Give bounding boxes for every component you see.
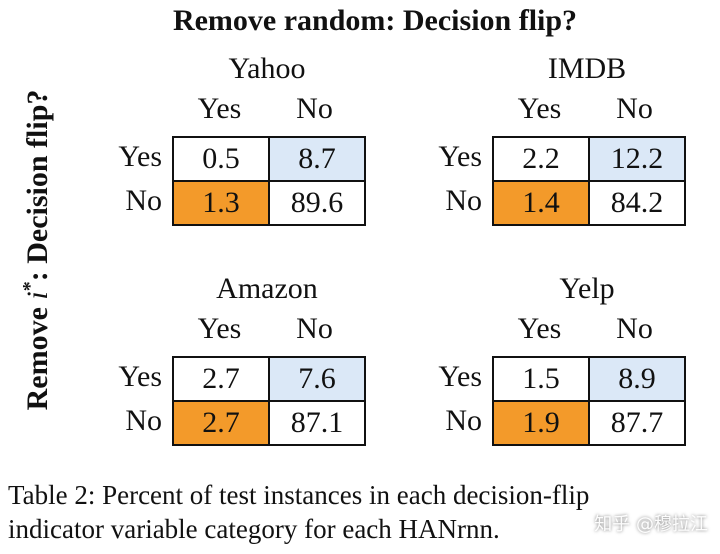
cell-no-yes: 1.3 (174, 182, 268, 224)
cell-yes-yes: 2.2 (494, 138, 588, 180)
cell-no-no: 89.6 (270, 182, 364, 224)
cell-yes-yes: 2.7 (174, 358, 268, 400)
cell-no-no: 87.7 (590, 402, 684, 444)
figure-title: Remove random: Decision flip? (172, 4, 578, 37)
cell-yes-no: 8.9 (590, 358, 684, 400)
cell-yes-no: 12.2 (590, 138, 684, 180)
row-header-no: No (445, 404, 482, 437)
row-header-yes: Yes (118, 140, 162, 173)
col-header-no: No (616, 312, 653, 345)
confusion-table: 1.5 8.9 1.9 87.7 (492, 356, 686, 446)
cell-yes-yes: 1.5 (494, 358, 588, 400)
col-header-yes: Yes (197, 312, 242, 345)
panel-title: IMDB (547, 52, 627, 85)
side-axis-title: Remove i*: Decision flip? (19, 89, 54, 411)
confusion-table: 2.7 7.6 2.7 87.1 (172, 356, 366, 446)
cell-yes-no: 8.7 (270, 138, 364, 180)
row-header-yes: Yes (438, 140, 482, 173)
col-header-no: No (616, 92, 653, 125)
cell-no-no: 84.2 (590, 182, 684, 224)
panel-title: Yelp (559, 272, 615, 305)
panel-title: Amazon (216, 272, 318, 305)
panel-yelp: Yelp Yes No Yes No 1.5 8.9 1.9 87.7 (402, 272, 702, 482)
row-header-no: No (125, 404, 162, 437)
row-header-no: No (125, 184, 162, 217)
confusion-table: 2.2 12.2 1.4 84.2 (492, 136, 686, 226)
cell-no-yes: 2.7 (174, 402, 268, 444)
confusion-table: 0.5 8.7 1.3 89.6 (172, 136, 366, 226)
panel-imdb: IMDB Yes No Yes No 2.2 12.2 1.4 84.2 (402, 52, 702, 262)
col-header-no: No (296, 92, 333, 125)
row-header-yes: Yes (118, 360, 162, 393)
table-caption: Table 2: Percent of test instances in ea… (8, 478, 718, 546)
panel-amazon: Amazon Yes No Yes No 2.7 7.6 2.7 87.1 (82, 272, 382, 482)
row-header-no: No (445, 184, 482, 217)
caption-line-2: indicator variable category for each HAN… (8, 514, 500, 544)
caption-line-1: Table 2: Percent of test instances in ea… (8, 480, 590, 510)
cell-yes-yes: 0.5 (174, 138, 268, 180)
cell-yes-no: 7.6 (270, 358, 364, 400)
cell-no-yes: 1.4 (494, 182, 588, 224)
panel-title: Yahoo (228, 52, 306, 85)
col-header-no: No (296, 312, 333, 345)
row-header-yes: Yes (438, 360, 482, 393)
panel-yahoo: Yahoo Yes No Yes No 0.5 8.7 1.3 89.6 (82, 52, 382, 262)
col-header-yes: Yes (517, 312, 562, 345)
cell-no-no: 87.1 (270, 402, 364, 444)
col-header-yes: Yes (197, 92, 242, 125)
cell-no-yes: 1.9 (494, 402, 588, 444)
watermark: 知乎 @穆拉江 (594, 514, 708, 535)
col-header-yes: Yes (517, 92, 562, 125)
